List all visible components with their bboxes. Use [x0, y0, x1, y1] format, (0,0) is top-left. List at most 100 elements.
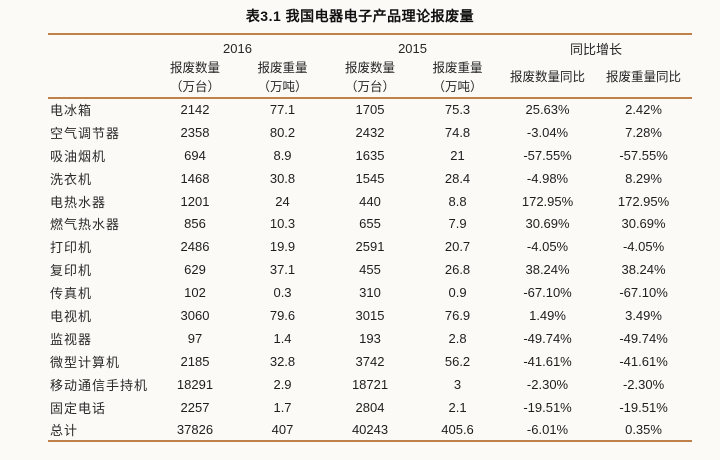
- col-header-line: （万吨）: [257, 79, 308, 94]
- value-cell: 3015: [355, 307, 385, 323]
- value-cell: 1635: [355, 147, 385, 163]
- value-cell: -4.05%: [622, 239, 665, 255]
- col-header-quantity-yoy: 报废数量同比: [500, 58, 596, 99]
- year-header-2015: 2015: [398, 41, 427, 56]
- value-cell: -57.55%: [523, 147, 572, 163]
- subheader-row: 报废数量 （万台） 报废重量 （万吨） 报废数量 （万台） 报废重量 （万吨）: [48, 58, 693, 99]
- value-cell: 694: [184, 147, 206, 163]
- value-cell: 1705: [355, 102, 385, 118]
- value-cell: 24: [275, 193, 290, 209]
- value-cell: 77.1: [269, 102, 296, 118]
- value-cell: 3060: [180, 307, 210, 323]
- value-cell: 655: [359, 216, 381, 232]
- value-cell: -41.61%: [523, 353, 572, 369]
- value-cell: 38.24%: [621, 262, 666, 278]
- value-cell: -3.04%: [526, 124, 569, 140]
- value-cell: 440: [359, 193, 381, 209]
- value-cell: 2591: [355, 239, 385, 255]
- value-cell: 79.6: [269, 307, 296, 323]
- product-name: 电视机: [50, 308, 93, 324]
- table-row: 监视器 97 1.4 193 2.8 -49.74% -49.74%: [48, 327, 692, 350]
- value-cell: 856: [184, 216, 206, 232]
- value-cell: 1.7: [273, 399, 292, 415]
- value-cell: 25.63%: [525, 102, 570, 118]
- product-name: 燃气热水器: [50, 217, 121, 233]
- year-header-row: 2016 2015 同比增长: [48, 34, 692, 58]
- value-cell: 455: [359, 262, 381, 278]
- table-row: 电热水器 1201 24 440 8.8 172.95% 172.95%: [48, 190, 692, 213]
- value-cell: 1468: [180, 170, 210, 186]
- table-row: 固定电话 2257 1.7 2804 2.1 -19.51% -19.51%: [48, 396, 692, 419]
- value-cell: 172.95%: [617, 193, 670, 209]
- value-cell: 7.28%: [625, 124, 662, 140]
- col-header-line: （万吨）: [432, 79, 483, 94]
- product-name: 洗衣机: [50, 171, 93, 187]
- product-name: 复印机: [50, 263, 93, 279]
- value-cell: 30.69%: [525, 216, 570, 232]
- col-header-line: 报废数量: [345, 60, 396, 75]
- value-cell: -57.55%: [619, 147, 668, 163]
- table-row: 电冰箱 2142 77.1 1705 75.3 25.63% 2.42%: [48, 98, 692, 121]
- value-cell: -6.01%: [526, 421, 569, 437]
- value-cell: 80.2: [269, 124, 296, 140]
- table-row: 燃气热水器 856 10.3 655 7.9 30.69% 30.69%: [48, 212, 692, 235]
- value-cell: 2432: [355, 124, 385, 140]
- value-cell: 2.1: [448, 399, 467, 415]
- product-name: 吸油烟机: [50, 148, 107, 164]
- value-cell: 2.9: [273, 376, 292, 392]
- table-row: 移动通信手持机 18291 2.9 18721 3 -2.30% -2.30%: [48, 373, 692, 396]
- total-row: 总计 37826 407 40243 405.6 -6.01% 0.35%: [48, 418, 692, 441]
- value-cell: -67.10%: [619, 285, 668, 301]
- value-cell: -49.74%: [619, 330, 668, 346]
- value-cell: 37.1: [269, 262, 296, 278]
- value-cell: 102: [184, 285, 206, 301]
- value-cell: 20.7: [444, 239, 471, 255]
- value-cell: 2.8: [448, 330, 467, 346]
- value-cell: 172.95%: [521, 193, 574, 209]
- product-name: 电冰箱: [50, 103, 93, 119]
- table-row: 电视机 3060 79.6 3015 76.9 1.49% 3.49%: [48, 304, 692, 327]
- col-header-line: 报废重量同比: [606, 70, 682, 85]
- value-cell: 8.8: [448, 193, 467, 209]
- value-cell: 1.49%: [529, 307, 566, 323]
- col-header-weight-yoy: 报废重量同比: [595, 58, 693, 99]
- value-cell: -67.10%: [523, 285, 572, 301]
- value-cell: 1.4: [273, 330, 292, 346]
- value-cell: -41.61%: [619, 353, 668, 369]
- product-name: 传真机: [50, 286, 93, 302]
- table-header: 2016 2015 同比增长 报废数量 （万台） 报废重量 （万吨） 报: [48, 34, 693, 99]
- value-cell: 38.24%: [525, 262, 570, 278]
- product-name: 固定电话: [50, 400, 107, 416]
- value-cell: -2.30%: [526, 376, 569, 392]
- col-header-2015-quantity: 报废数量 （万台）: [325, 58, 416, 99]
- value-cell: 19.9: [269, 239, 296, 255]
- value-cell: 21: [450, 147, 465, 163]
- value-cell: -19.51%: [523, 399, 572, 415]
- value-cell: 30.8: [269, 170, 296, 186]
- value-cell: 1201: [180, 193, 210, 209]
- value-cell: 56.2: [444, 353, 471, 369]
- col-header-line: （万台）: [169, 79, 220, 94]
- value-cell: 2185: [180, 353, 210, 369]
- year-header-2016: 2016: [223, 41, 252, 56]
- value-cell: 10.3: [269, 216, 296, 232]
- value-cell: 3: [453, 376, 462, 392]
- value-cell: 2142: [180, 102, 210, 118]
- value-cell: 30.69%: [621, 216, 666, 232]
- col-header-2015-weight: 报废重量 （万吨）: [415, 58, 501, 99]
- col-header-line: 报废数量同比: [510, 70, 586, 85]
- value-cell: -49.74%: [523, 330, 572, 346]
- product-name: 空气调节器: [50, 125, 121, 141]
- product-name: 电热水器: [50, 194, 107, 210]
- value-cell: 405.6: [441, 421, 474, 437]
- value-cell: 2.42%: [625, 102, 662, 118]
- table-row: 传真机 102 0.3 310 0.9 -67.10% -67.10%: [48, 281, 692, 304]
- table-row: 洗衣机 1468 30.8 1545 28.4 -4.98% 8.29%: [48, 167, 692, 190]
- product-name: 移动通信手持机: [50, 377, 149, 393]
- value-cell: 2257: [180, 399, 210, 415]
- value-cell: -4.98%: [526, 170, 569, 186]
- product-name: 打印机: [50, 240, 93, 256]
- value-cell: 629: [184, 262, 206, 278]
- value-cell: 26.8: [444, 262, 471, 278]
- table-row: 吸油烟机 694 8.9 1635 21 -57.55% -57.55%: [48, 144, 692, 167]
